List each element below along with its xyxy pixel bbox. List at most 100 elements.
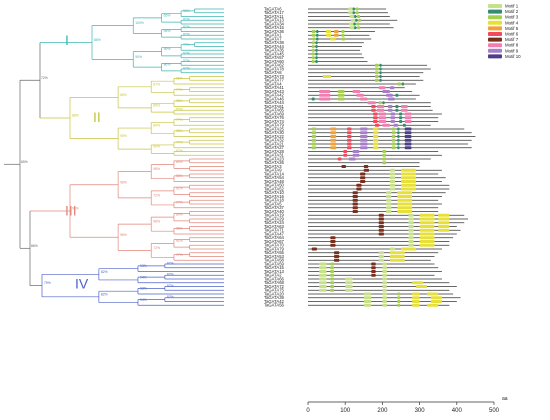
motif-box xyxy=(404,120,412,123)
legend-label: Motif 8 xyxy=(505,43,519,48)
motif-box xyxy=(412,303,420,307)
motif-box xyxy=(391,146,396,150)
legend-label: Motif 5 xyxy=(505,26,519,31)
motif-box xyxy=(386,206,392,210)
motif-box xyxy=(401,108,408,112)
motif-box xyxy=(397,210,413,213)
gene-label: TaGATA60 xyxy=(264,59,285,64)
motif-box xyxy=(397,195,413,198)
bootstrap-value: 82% xyxy=(167,273,174,277)
motif-box xyxy=(325,30,332,33)
bootstrap-value: 82% xyxy=(101,292,108,296)
motif-box xyxy=(360,176,366,180)
motif-box xyxy=(402,123,406,127)
gene-label: TaGATA13 xyxy=(264,269,285,274)
motif-box xyxy=(356,22,360,26)
motif-box xyxy=(379,67,382,71)
motif-box xyxy=(389,180,396,183)
motif-box xyxy=(330,142,337,146)
motif-box xyxy=(387,105,393,108)
motif-box xyxy=(330,37,336,41)
legend-swatch xyxy=(488,15,502,20)
motif-box xyxy=(363,292,372,296)
bootstrap-value: 99% xyxy=(153,145,160,149)
motif-box xyxy=(397,292,401,296)
gene-label: TaGATA20 xyxy=(264,291,285,296)
motif-box xyxy=(401,172,416,176)
gene-label: TaGATA40 xyxy=(264,209,285,214)
motif-box xyxy=(419,213,435,217)
motif-box xyxy=(391,142,396,146)
motif-box xyxy=(341,37,346,41)
motif-box xyxy=(430,300,442,303)
motif-box xyxy=(395,108,399,112)
gene-label: TaGATA75 xyxy=(264,288,285,293)
gene-label: TaGATA27 xyxy=(264,145,285,150)
gene-label: TaGATA6 xyxy=(264,6,282,11)
motif-box xyxy=(337,157,342,161)
motif-box xyxy=(337,93,345,97)
motif-box xyxy=(363,296,372,300)
motif-box xyxy=(345,277,353,281)
motif-box xyxy=(360,97,368,101)
motif-box xyxy=(378,120,387,123)
motif-box xyxy=(427,292,439,296)
motif-box xyxy=(316,37,319,41)
gene-label-column: TaGATA6TaGATA17TaGATA11TaGATA13TaGATA34T… xyxy=(264,6,285,307)
motif-box xyxy=(379,78,382,82)
motif-box xyxy=(408,236,414,240)
gene-label: TaGATA79 xyxy=(264,246,285,251)
motif-box xyxy=(315,48,318,52)
bootstrap-value: 97% xyxy=(183,59,190,63)
clade-numeral: III xyxy=(65,203,77,219)
motif-box xyxy=(397,206,413,210)
bootstrap-value: 95% xyxy=(72,207,79,211)
motif-box xyxy=(382,90,390,93)
gene-label: TaGATA19 xyxy=(264,213,285,218)
motif-box xyxy=(382,292,387,296)
gene-label: TaGATA56 xyxy=(264,303,285,308)
motif-box xyxy=(311,97,315,101)
motif-box xyxy=(352,198,358,202)
motif-box xyxy=(386,210,392,213)
motif-box xyxy=(390,112,396,116)
gene-label: TaGATA42 xyxy=(264,299,285,304)
motif-box xyxy=(311,131,317,135)
motif-box xyxy=(389,258,405,262)
motif-box xyxy=(386,198,392,202)
bootstrap-value: 65% xyxy=(153,103,160,107)
gene-label: TaGATA77 xyxy=(264,78,285,83)
bootstrap-value: 93% xyxy=(140,287,147,291)
motif-box xyxy=(378,232,384,236)
motif-box xyxy=(397,146,400,150)
bootstrap-value: 96% xyxy=(176,129,183,133)
motif-box xyxy=(316,30,319,33)
motif-box xyxy=(419,236,435,240)
motif-box xyxy=(345,288,353,292)
motif-box xyxy=(373,131,379,135)
motif-box xyxy=(373,142,379,146)
motif-box xyxy=(379,71,382,75)
motif-box xyxy=(330,281,335,285)
bootstrap-value: 82% xyxy=(176,108,183,112)
motif-box xyxy=(393,123,399,127)
motif-box xyxy=(330,131,337,135)
bootstrap-value: 96% xyxy=(176,227,183,231)
motif-box xyxy=(371,273,376,277)
motif-box xyxy=(373,127,379,131)
motif-box xyxy=(330,288,335,292)
motif-box xyxy=(311,127,317,131)
motif-box xyxy=(311,30,316,33)
motif-box xyxy=(427,303,439,307)
motif-box xyxy=(419,217,435,221)
motif-box xyxy=(330,266,335,270)
motif-box xyxy=(382,150,387,153)
motif-box xyxy=(349,26,355,30)
bootstrap-value: 72% xyxy=(153,246,160,250)
motif-box xyxy=(401,183,416,187)
motif-box xyxy=(438,225,450,228)
motif-box xyxy=(401,176,416,180)
motif-box xyxy=(311,52,315,56)
motif-box xyxy=(378,116,387,120)
motif-box xyxy=(401,180,416,183)
